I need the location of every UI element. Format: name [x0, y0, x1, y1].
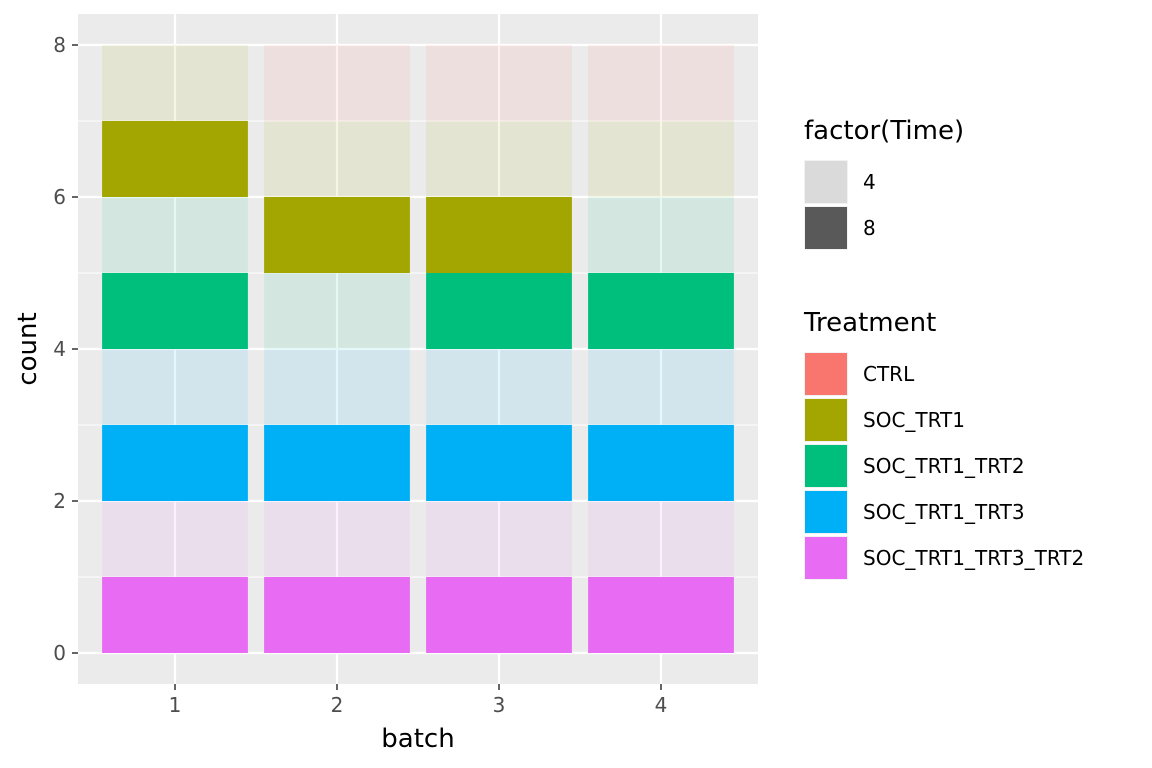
bar-segments [102, 45, 734, 653]
legend-label: 4 [863, 170, 876, 194]
x-tick-label: 1 [169, 693, 182, 717]
bar-segment [426, 425, 572, 501]
bar-segment [264, 197, 410, 273]
bar-segment [102, 45, 248, 121]
legend-label: SOC_TRT1_TRT2 [863, 454, 1025, 478]
x-tick-label: 2 [331, 693, 344, 717]
bar-segment [102, 577, 248, 653]
x-axis-title: batch [381, 724, 454, 754]
bar-segment [588, 425, 734, 501]
legend: factor(Time) 4 8 Treatment CTRL SOC_TRT1 SOC_T… [803, 116, 1084, 580]
x-tick-label: 3 [493, 693, 506, 717]
bar-segment [264, 349, 410, 425]
bar-segment [426, 121, 572, 197]
legend-key [805, 399, 847, 441]
bar-segment [426, 501, 572, 577]
bar-segment [426, 577, 572, 653]
x-axis: 1 2 3 4 [169, 684, 668, 717]
bar-segment [264, 577, 410, 653]
bar-segment [264, 501, 410, 577]
bar-segment [426, 197, 572, 273]
bar-segment [588, 45, 734, 121]
bar-segment [426, 45, 572, 121]
legend-key [805, 537, 847, 579]
x-tick-label: 4 [655, 693, 668, 717]
bar-segment [426, 273, 572, 349]
bar-segment [588, 273, 734, 349]
bar-segment [264, 273, 410, 349]
legend-label: SOC_TRT1_TRT3_TRT2 [863, 546, 1084, 570]
bar-segment [588, 121, 734, 197]
bar-segment [102, 349, 248, 425]
bar-segment [588, 349, 734, 425]
bar-segment [588, 577, 734, 653]
legend-label: SOC_TRT1 [863, 408, 965, 432]
bar-segment [264, 45, 410, 121]
legend-label: SOC_TRT1_TRT3 [863, 500, 1025, 524]
y-axis-title: count [13, 312, 43, 385]
y-tick-label: 2 [53, 489, 66, 513]
bar-segment [426, 349, 572, 425]
legend-key [805, 491, 847, 533]
legend-key [805, 161, 847, 203]
legend-key [805, 353, 847, 395]
y-tick-label: 6 [53, 185, 66, 209]
legend-title: factor(Time) [804, 116, 964, 146]
bar-segment [102, 501, 248, 577]
legend-label: CTRL [863, 362, 915, 386]
y-axis: 0 2 4 6 8 [53, 33, 78, 665]
bar-segment [588, 197, 734, 273]
legend-key [805, 445, 847, 487]
y-tick-label: 4 [53, 337, 66, 361]
bar-segment [102, 121, 248, 197]
bar-segment [102, 197, 248, 273]
bar-segment [264, 121, 410, 197]
bar-segment [102, 425, 248, 501]
legend-title: Treatment [803, 308, 936, 338]
legend-key [805, 207, 847, 249]
bar-segment [264, 425, 410, 501]
legend-label: 8 [863, 216, 876, 240]
bar-segment [588, 501, 734, 577]
y-tick-label: 8 [53, 33, 66, 57]
bar-segment [102, 273, 248, 349]
y-tick-label: 0 [53, 641, 66, 665]
